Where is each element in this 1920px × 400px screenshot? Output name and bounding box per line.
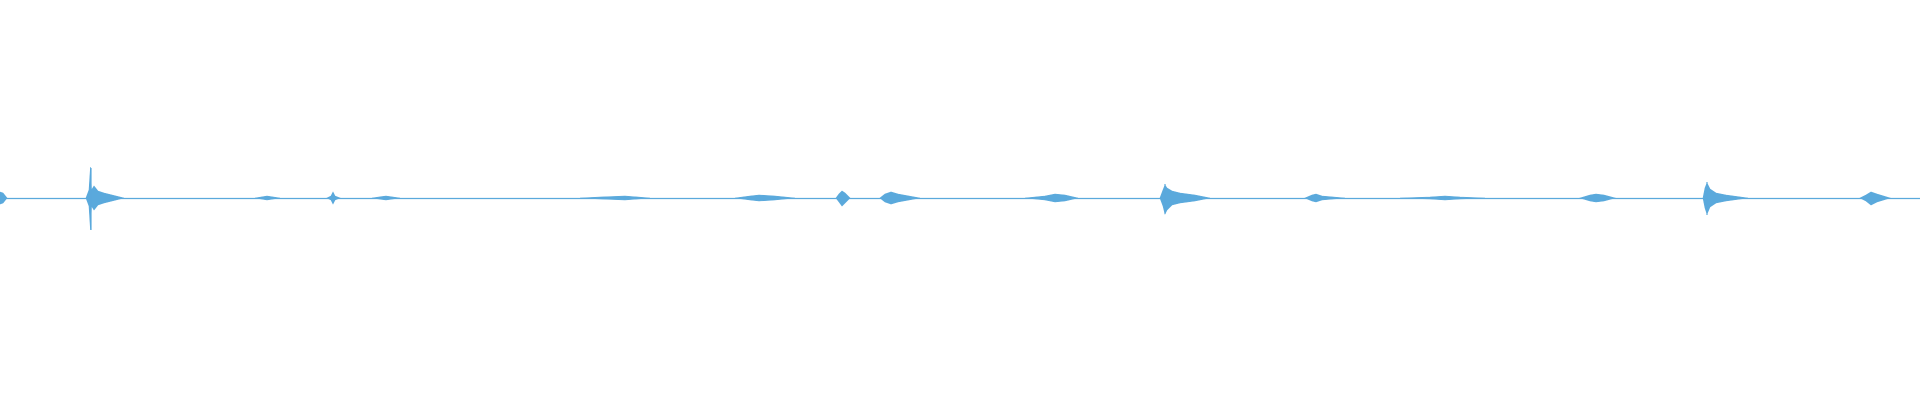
burst xyxy=(85,166,125,231)
burst xyxy=(371,195,401,201)
burst xyxy=(1399,195,1486,201)
burst xyxy=(1702,182,1749,215)
burst xyxy=(579,195,651,201)
burst xyxy=(1159,184,1211,215)
burst xyxy=(879,191,921,205)
burst xyxy=(1859,191,1892,206)
burst xyxy=(0,191,8,205)
burst xyxy=(254,195,281,201)
burst xyxy=(1304,193,1346,203)
burst xyxy=(1024,193,1079,203)
burst xyxy=(326,191,341,205)
burst xyxy=(1578,193,1617,203)
waveform-bursts xyxy=(0,166,1892,231)
burst xyxy=(734,194,796,202)
burst xyxy=(835,190,851,207)
